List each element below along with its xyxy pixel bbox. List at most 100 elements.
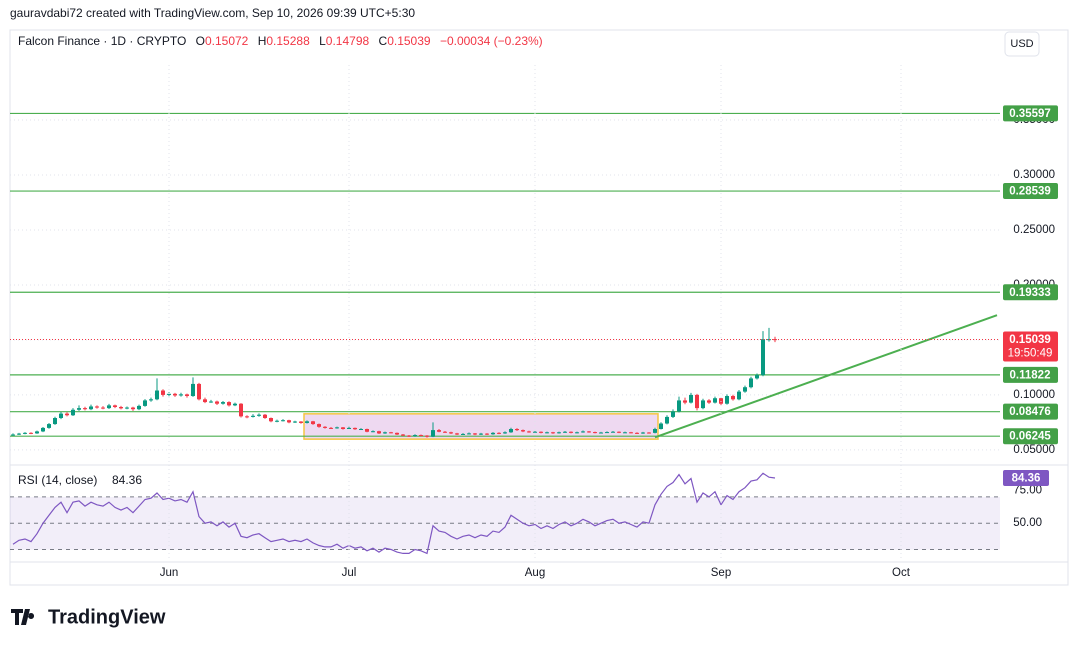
candle-body: [125, 407, 129, 409]
candle-body: [377, 431, 381, 434]
candle-body: [227, 402, 231, 406]
logo-text: TradingView: [48, 606, 166, 628]
candle-body: [11, 434, 15, 436]
candle-body: [83, 408, 87, 410]
candle-body: [179, 394, 183, 396]
candle-body: [707, 400, 711, 403]
ohlc-value: 0.15072: [205, 34, 249, 48]
candle-body: [557, 432, 561, 434]
candle-body: [35, 431, 39, 434]
rsi-tick-label: 50.00: [1013, 517, 1042, 529]
candle-body: [635, 432, 639, 434]
candle-body: [185, 394, 189, 397]
candle-body: [755, 375, 759, 379]
candle-body: [623, 432, 627, 434]
candle-body: [143, 400, 147, 406]
rsi-tag: [1003, 470, 1049, 487]
candle-body: [359, 429, 363, 431]
candle-body: [647, 432, 651, 434]
candle-body: [737, 391, 741, 400]
candle-body: [431, 430, 435, 437]
candle-body: [317, 424, 321, 427]
candle-body: [587, 431, 591, 433]
x-tick-label: Sep: [711, 567, 731, 579]
candle-body: [101, 407, 105, 409]
candle-body: [545, 432, 549, 434]
candle-body: [53, 418, 57, 425]
candle-body: [59, 413, 63, 419]
candle-body: [569, 431, 573, 433]
rsi-line: [12, 472, 776, 555]
candle-body: [611, 431, 615, 433]
candle-body: [467, 433, 471, 435]
candle-body: [419, 435, 423, 437]
candle-body: [749, 378, 753, 388]
candle-body: [209, 401, 213, 403]
candle-body: [263, 414, 267, 419]
candle-body: [257, 414, 261, 416]
candle-body: [311, 421, 315, 425]
level-tag: [1003, 366, 1058, 383]
rsi-tick-label: 75.00: [1013, 484, 1042, 496]
candle-body: [491, 432, 495, 435]
candle-body: [425, 435, 429, 437]
x-tick-label: Jun: [160, 567, 179, 579]
candle-body: [521, 430, 525, 432]
candle-body: [197, 383, 201, 400]
level-tag-label: 0.11822: [1010, 369, 1051, 381]
currency[interactable]: USD: [1010, 38, 1033, 50]
candle-body: [161, 390, 165, 395]
candle-body: [479, 433, 483, 435]
level-tag-label: 0.08476: [1009, 406, 1051, 418]
level-tag-label: 0.35597: [1009, 108, 1051, 120]
frame: [9, 29, 1069, 586]
ohlc-value: 0.15288: [266, 34, 310, 48]
candle-body: [437, 430, 441, 432]
candle-body: [533, 431, 537, 433]
candle-body: [593, 432, 597, 434]
change: −0.00034 (−0.23%): [440, 34, 543, 48]
x-tick-label: Oct: [892, 567, 911, 579]
candle-body: [329, 427, 333, 429]
legend: Falcon Finance · 1D · CRYPTO O0.15072 H0…: [18, 34, 543, 48]
logo-icon: [11, 609, 35, 625]
level-tag: [1003, 183, 1058, 200]
y-tick-label: 0.05000: [1013, 444, 1055, 456]
ohlc-value: 0.15039: [387, 34, 431, 48]
candle-body: [605, 432, 609, 434]
range-box: [303, 413, 659, 440]
candle-body: [173, 393, 177, 396]
candle-body: [683, 400, 687, 403]
candle-body: [71, 409, 75, 416]
candle-body: [407, 435, 411, 437]
ohlc-label: C: [379, 34, 388, 48]
candle-body: [551, 432, 555, 434]
level-tag-label: 0.06245: [1009, 431, 1051, 443]
y-tick-label: 0.25000: [1013, 224, 1055, 236]
countdown: 19:50:49: [1008, 348, 1053, 360]
candle-body: [581, 431, 585, 433]
candle-body: [269, 418, 273, 422]
candle-body: [371, 431, 375, 433]
candle-body: [677, 400, 681, 412]
candle-body: [539, 431, 543, 433]
candle-body: [131, 407, 135, 410]
candle-body: [473, 433, 477, 435]
candle-body: [761, 339, 765, 376]
candle-body: [41, 427, 45, 432]
candle-body: [347, 427, 351, 430]
y-tick-label: 0.30000: [1013, 169, 1055, 181]
symbol: Falcon Finance · 1D · CRYPTO: [18, 34, 186, 48]
currency-button[interactable]: [1004, 31, 1040, 57]
candle-body: [323, 426, 327, 428]
candle-body: [65, 413, 69, 416]
ohlc-label: L: [319, 34, 326, 48]
candle-body: [509, 429, 513, 433]
candle-body: [449, 432, 453, 434]
candle-body: [599, 432, 603, 434]
candle-body: [443, 431, 447, 433]
price-pane: [10, 112, 1000, 451]
candle-body: [275, 420, 279, 422]
candle-body: [17, 433, 21, 435]
